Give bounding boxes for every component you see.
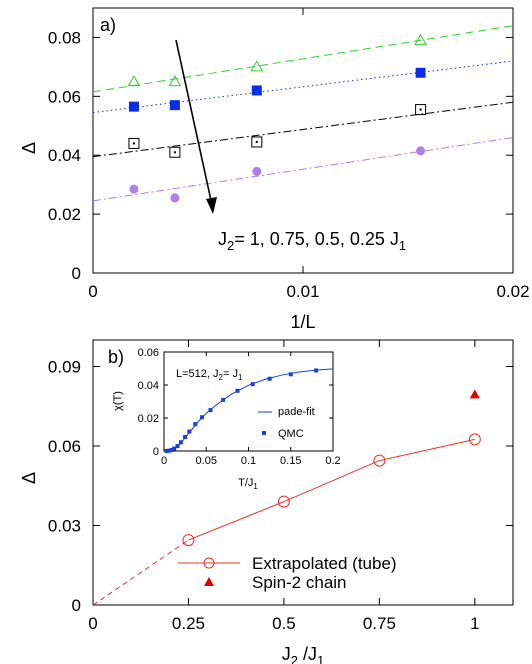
trend-arrow	[175, 39, 217, 214]
qmc-point	[175, 444, 180, 449]
data-point-0	[414, 33, 427, 45]
data-point-1	[251, 85, 262, 96]
legend-label-spin2: Spin-2 chain	[252, 573, 347, 592]
qmc-point	[172, 446, 177, 451]
panel-b-label: b)	[108, 347, 124, 367]
panel-b-legend: Extrapolated (tube) Spin-2 chain	[178, 554, 397, 592]
qmc-point	[235, 388, 240, 393]
panel-a-ylabel: Δ	[19, 142, 39, 154]
inset-ytick-label: 0.06	[138, 347, 159, 359]
qmc-point	[178, 440, 183, 445]
legend-marker-extrapolated	[203, 557, 215, 569]
panel-b-xtick-label: 0.25	[172, 614, 205, 633]
panel-a-xtick-label: 0.01	[286, 282, 319, 301]
qmc-point	[208, 408, 213, 413]
data-point-2	[415, 104, 427, 116]
data-point-1	[169, 100, 180, 111]
panel-b-ytick-label: 0	[72, 596, 81, 615]
tube-gap-point	[182, 534, 195, 547]
panel-a-ytick-label: 0.04	[48, 146, 81, 165]
panel-b-ytick-label: 0.09	[48, 358, 81, 377]
panel-b-ylabel: Δ	[19, 472, 39, 484]
panel-b: b) 0 0.25 0.5 0.75 1 00.030.060.09 J2 /J1 Δ …	[19, 339, 514, 664]
inset-xtick-label: 0.2	[325, 455, 340, 467]
inset-ytick-label: 0	[153, 446, 159, 458]
data-point-2	[169, 146, 181, 158]
data-point-0	[250, 60, 264, 72]
data-point-1	[415, 67, 426, 78]
inset-ylabel: χ(T)	[112, 391, 124, 411]
coupling-annotation: J2= 1, 0.75, 0.5, 0.25 J1	[218, 229, 406, 253]
panel-a-xlabel: 1/L	[290, 312, 315, 332]
qmc-point	[288, 372, 293, 377]
panel-a-ytick-label: 0.02	[48, 205, 81, 224]
inset-xtick-label: 0.1	[241, 455, 256, 467]
qmc-point	[314, 368, 319, 373]
tube-gap-line	[188, 438, 475, 541]
tube-gap-point	[277, 495, 290, 508]
panel-a-ytick-label: 0	[72, 264, 81, 283]
data-point-2	[251, 136, 263, 148]
inset-title: L=512, J2= J1	[176, 368, 243, 382]
panel-b-ytick-label: 0.06	[48, 437, 81, 456]
qmc-point	[200, 415, 205, 420]
panel-a-label: a)	[100, 15, 116, 35]
inset-frame	[163, 351, 334, 452]
spin2-chain-point	[469, 389, 480, 399]
panel-a-ytick-label: 0.08	[48, 28, 81, 47]
tube-gap-point	[468, 433, 481, 446]
inset-ytick-label: 0.04	[138, 380, 159, 392]
inset-legend-label-qmc: QMC	[278, 428, 304, 440]
fit-line-3	[92, 137, 514, 202]
panel-a: a) 0 0.01 0.02 0 0.02 0.04 0.06 0.08 J2= 1, 0.…	[19, 7, 530, 332]
inset-xtick-label: 0.05	[196, 455, 217, 467]
qmc-point	[193, 422, 198, 427]
inset-xtick-label: 0.15	[280, 455, 301, 467]
data-point-3	[416, 146, 426, 156]
data-point-0	[127, 75, 141, 87]
panel-b-xlabel: J2 /J1	[282, 644, 324, 664]
inset-legend-label-pade: pade-fit	[278, 406, 315, 418]
extrapolation-line	[92, 539, 189, 606]
inset-chart: 0 0.05 0.1 0.15 0.2 0 0.02 0.04 0.06 L=512, J2=…	[112, 347, 341, 491]
inset-xlabel: T/J1	[238, 477, 258, 491]
panel-a-xtick-label: 0	[88, 282, 97, 301]
inset-xtick-label: 0	[161, 455, 167, 467]
inset-ytick-label: 0.02	[138, 413, 159, 425]
legend-marker-spin2	[204, 577, 214, 586]
qmc-point	[183, 434, 188, 439]
qmc-point	[164, 449, 169, 453]
fit-line-2	[92, 101, 514, 158]
panel-b-xtick-label: 1	[470, 614, 479, 633]
panel-b-ytick-label: 0.03	[48, 517, 81, 536]
data-point-3	[252, 166, 262, 176]
tube-gap-point	[373, 454, 386, 467]
qmc-point	[167, 448, 172, 453]
data-point-3	[170, 193, 180, 203]
inset-legend-marker-qmc	[262, 431, 266, 435]
data-point-3	[129, 184, 139, 194]
qmc-point	[169, 448, 174, 453]
qmc-point	[250, 382, 255, 387]
panel-b-xtick-label: 0.75	[363, 614, 396, 633]
qmc-point	[221, 397, 226, 402]
panel-a-ytick-label: 0.06	[48, 87, 81, 106]
inset-legend: pade-fit QMC	[258, 406, 315, 440]
fit-line-0	[92, 25, 514, 93]
panel-b-frame	[92, 339, 514, 606]
qmc-point	[187, 429, 192, 434]
panel-b-xtick-label: 0.5	[272, 614, 296, 633]
qmc-point	[267, 376, 272, 381]
panel-a-xtick-label: 0.02	[496, 282, 529, 301]
fit-line-1	[92, 60, 514, 114]
data-point-1	[128, 101, 139, 112]
legend-label-extrapolated: Extrapolated (tube)	[252, 554, 397, 573]
data-point-0	[168, 75, 182, 87]
panel-b-xtick-label: 0	[88, 614, 97, 633]
data-point-2	[128, 137, 140, 149]
